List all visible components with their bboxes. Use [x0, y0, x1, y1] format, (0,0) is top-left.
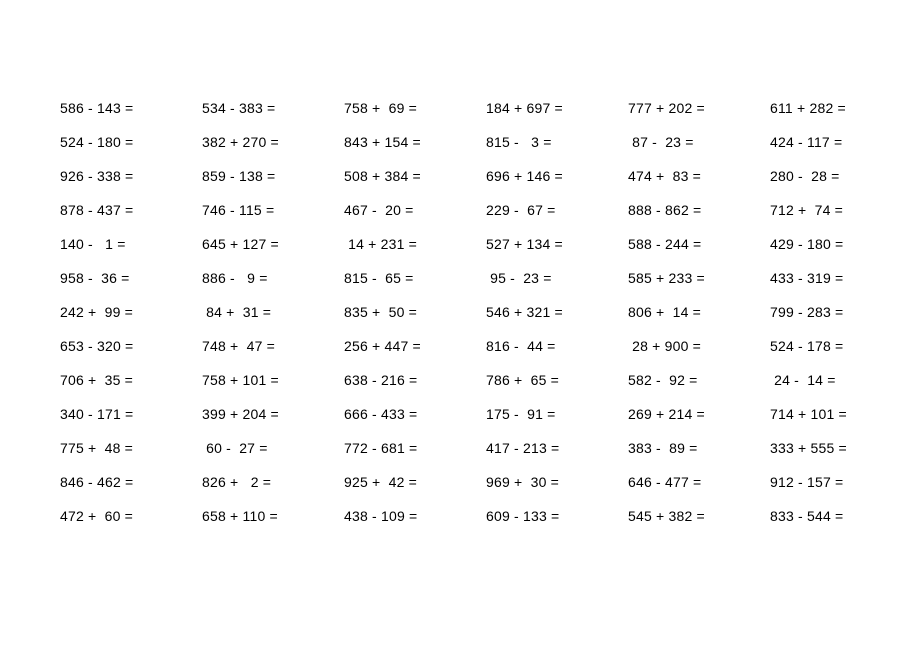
- problem-cell: 777 + 202 =: [628, 100, 728, 116]
- problem-cell: 140 - 1 =: [60, 236, 160, 252]
- problem-grid: 586 - 143 = 534 - 383 = 758 + 69 = 184 + 69…: [60, 100, 870, 524]
- problem-cell: 666 - 433 =: [344, 406, 444, 422]
- problem-cell: 60 - 27 =: [202, 440, 302, 456]
- problem-cell: 888 - 862 =: [628, 202, 728, 218]
- problem-cell: 912 - 157 =: [770, 474, 870, 490]
- problem-cell: 833 - 544 =: [770, 508, 870, 524]
- problem-cell: 28 + 900 =: [628, 338, 728, 354]
- problem-cell: 611 + 282 =: [770, 100, 870, 116]
- problem-cell: 24 - 14 =: [770, 372, 870, 388]
- problem-cell: 706 + 35 =: [60, 372, 160, 388]
- problem-cell: 815 - 3 =: [486, 134, 586, 150]
- problem-cell: 886 - 9 =: [202, 270, 302, 286]
- problem-cell: 799 - 283 =: [770, 304, 870, 320]
- problem-cell: 645 + 127 =: [202, 236, 302, 252]
- problem-cell: 758 + 69 =: [344, 100, 444, 116]
- problem-cell: 926 - 338 =: [60, 168, 160, 184]
- problem-cell: 84 + 31 =: [202, 304, 302, 320]
- problem-cell: 958 - 36 =: [60, 270, 160, 286]
- problem-cell: 843 + 154 =: [344, 134, 444, 150]
- problem-cell: 714 + 101 =: [770, 406, 870, 422]
- problem-cell: 816 - 44 =: [486, 338, 586, 354]
- problem-cell: 746 - 115 =: [202, 202, 302, 218]
- problem-cell: 429 - 180 =: [770, 236, 870, 252]
- problem-cell: 383 - 89 =: [628, 440, 728, 456]
- problem-cell: 467 - 20 =: [344, 202, 444, 218]
- problem-cell: 775 + 48 =: [60, 440, 160, 456]
- problem-cell: 382 + 270 =: [202, 134, 302, 150]
- problem-cell: 184 + 697 =: [486, 100, 586, 116]
- problem-cell: 524 - 178 =: [770, 338, 870, 354]
- problem-cell: 586 - 143 =: [60, 100, 160, 116]
- problem-cell: 835 + 50 =: [344, 304, 444, 320]
- problem-cell: 524 - 180 =: [60, 134, 160, 150]
- problem-cell: 438 - 109 =: [344, 508, 444, 524]
- problem-cell: 582 - 92 =: [628, 372, 728, 388]
- problem-cell: 609 - 133 =: [486, 508, 586, 524]
- problem-cell: 696 + 146 =: [486, 168, 586, 184]
- problem-cell: 878 - 437 =: [60, 202, 160, 218]
- worksheet-container: 586 - 143 = 534 - 383 = 758 + 69 = 184 + 69…: [0, 0, 920, 584]
- problem-cell: 242 + 99 =: [60, 304, 160, 320]
- problem-cell: 269 + 214 =: [628, 406, 728, 422]
- problem-cell: 588 - 244 =: [628, 236, 728, 252]
- problem-cell: 95 - 23 =: [486, 270, 586, 286]
- problem-cell: 229 - 67 =: [486, 202, 586, 218]
- problem-cell: 417 - 213 =: [486, 440, 586, 456]
- problem-cell: 758 + 101 =: [202, 372, 302, 388]
- problem-cell: 175 - 91 =: [486, 406, 586, 422]
- problem-cell: 424 - 117 =: [770, 134, 870, 150]
- problem-cell: 638 - 216 =: [344, 372, 444, 388]
- problem-cell: 826 + 2 =: [202, 474, 302, 490]
- problem-cell: 472 + 60 =: [60, 508, 160, 524]
- problem-cell: 527 + 134 =: [486, 236, 586, 252]
- problem-cell: 653 - 320 =: [60, 338, 160, 354]
- problem-cell: 14 + 231 =: [344, 236, 444, 252]
- problem-cell: 474 + 83 =: [628, 168, 728, 184]
- problem-cell: 646 - 477 =: [628, 474, 728, 490]
- problem-cell: 585 + 233 =: [628, 270, 728, 286]
- problem-cell: 399 + 204 =: [202, 406, 302, 422]
- problem-cell: 534 - 383 =: [202, 100, 302, 116]
- problem-cell: 859 - 138 =: [202, 168, 302, 184]
- problem-cell: 87 - 23 =: [628, 134, 728, 150]
- problem-cell: 545 + 382 =: [628, 508, 728, 524]
- problem-cell: 748 + 47 =: [202, 338, 302, 354]
- problem-cell: 846 - 462 =: [60, 474, 160, 490]
- problem-cell: 806 + 14 =: [628, 304, 728, 320]
- problem-cell: 786 + 65 =: [486, 372, 586, 388]
- problem-cell: 256 + 447 =: [344, 338, 444, 354]
- problem-cell: 340 - 171 =: [60, 406, 160, 422]
- problem-cell: 280 - 28 =: [770, 168, 870, 184]
- problem-cell: 712 + 74 =: [770, 202, 870, 218]
- problem-cell: 333 + 555 =: [770, 440, 870, 456]
- problem-cell: 508 + 384 =: [344, 168, 444, 184]
- problem-cell: 546 + 321 =: [486, 304, 586, 320]
- problem-cell: 925 + 42 =: [344, 474, 444, 490]
- problem-cell: 433 - 319 =: [770, 270, 870, 286]
- problem-cell: 772 - 681 =: [344, 440, 444, 456]
- problem-cell: 815 - 65 =: [344, 270, 444, 286]
- problem-cell: 969 + 30 =: [486, 474, 586, 490]
- problem-cell: 658 + 110 =: [202, 508, 302, 524]
